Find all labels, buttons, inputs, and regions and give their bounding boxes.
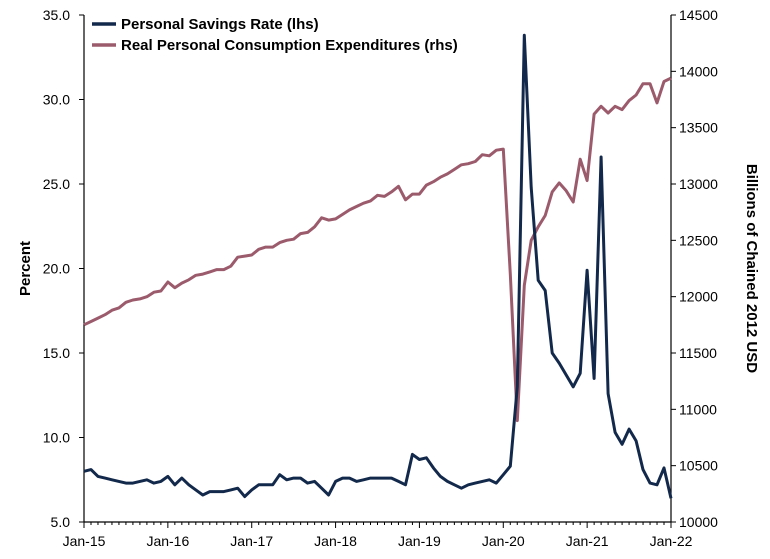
- x-tick-label: Jan-20: [482, 533, 525, 549]
- y-left-tick-label: 25.0: [43, 176, 70, 192]
- pce-line: [83, 76, 672, 423]
- legend-label: Real Personal Consumption Expenditures (…: [121, 37, 458, 54]
- series-lines: [83, 33, 673, 499]
- legend-label: Personal Savings Rate (lhs): [121, 16, 319, 33]
- y-right-tick-label: 11000: [679, 401, 717, 417]
- y-axis-right-title: Billions of Chained 2012 USD: [743, 164, 760, 373]
- y-right-tick-label: 14000: [679, 63, 718, 79]
- y-left-tick-label: 5.0: [51, 514, 71, 530]
- x-tick-label: Jan-17: [230, 533, 273, 549]
- y-right-tick-label: 10500: [679, 458, 718, 474]
- y-right-tick-label: 11500: [679, 345, 717, 361]
- y-right-tick-label: 10000: [679, 514, 718, 530]
- y-right-tick-label: 13500: [679, 120, 718, 136]
- y-left-tick-label: 15.0: [43, 345, 70, 361]
- axes: 5.0 10.0 15.0 20.0 25.0 30.0 35.0 10000 10500 110…: [17, 7, 760, 549]
- x-tick-label: Jan-22: [650, 533, 693, 549]
- y-right-tick-label: 12000: [679, 289, 718, 305]
- x-tick-label: Jan-19: [398, 533, 441, 549]
- y-left-tick-label: 30.0: [43, 92, 70, 108]
- y-axis-left-title: Percent: [17, 241, 34, 296]
- y-right-tick-label: 12500: [679, 232, 718, 248]
- y-right-tick-label: 14500: [679, 7, 718, 23]
- x-tick-label: Jan-16: [146, 533, 189, 549]
- legend: Personal Savings Rate (lhs) Real Personal…: [92, 16, 458, 54]
- y-left-tick-label: 10.0: [43, 430, 70, 446]
- x-tick-label: Jan-15: [63, 533, 106, 549]
- x-tick-label: Jan-18: [314, 533, 357, 549]
- y-left-tick-label: 20.0: [43, 261, 70, 277]
- savings-rate-line: [83, 33, 673, 499]
- y-left-tick-label: 35.0: [43, 7, 70, 23]
- x-tick-label: Jan-21: [566, 533, 609, 549]
- y-right-tick-label: 13000: [679, 176, 718, 192]
